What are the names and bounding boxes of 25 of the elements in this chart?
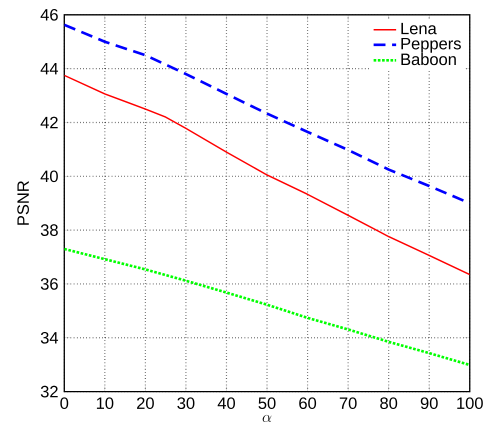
line-series [64,74,470,276]
y-tick-label: 46 [40,8,58,21]
x-tick-label: 50 [258,397,276,409]
y-tick-label: 32 [40,386,58,398]
x-tick-label: 90 [420,397,438,409]
y-tick-label: 38 [40,224,58,236]
x-tick-label: 20 [137,397,154,409]
y-tick-label: 34 [40,332,58,344]
legend-label: Baboon [401,53,456,66]
x-tick-label: 30 [177,397,194,409]
x-tick-label: 70 [340,397,357,409]
x-tick-label: 60 [299,397,316,409]
y-tick-label: 44 [40,62,58,74]
y-tick-label: 42 [40,116,58,128]
legend-label: Peppers [401,38,461,53]
y-tick-label: 36 [40,278,58,290]
legend-label: Lena [401,22,437,34]
y-tick-label: 40 [40,170,58,182]
x-tick-label: 40 [218,397,235,409]
x-tick-label: 10 [96,397,114,409]
x-tick-label: 100 [457,397,483,409]
x-axis-title: $\alpha$ [262,414,272,422]
x-tick-label: 0 [60,397,68,409]
x-tick-label: 80 [380,397,398,409]
y-axis-title: PSNR [17,181,29,225]
